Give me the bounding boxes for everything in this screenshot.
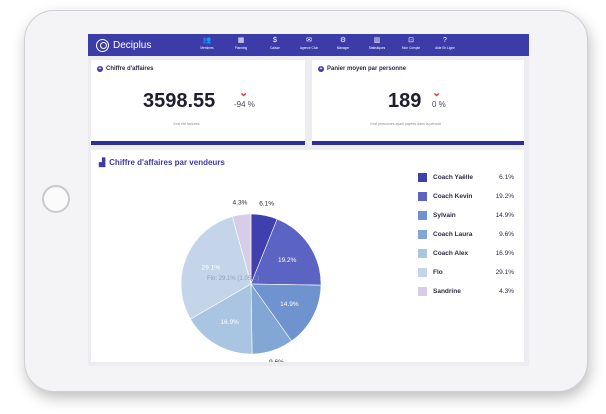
pie-data-label: 19.2% (278, 257, 297, 264)
info-icon: + (97, 66, 103, 72)
legend-label: Sylvain (433, 211, 456, 219)
cash-icon: $ (273, 37, 277, 44)
legend-swatch (418, 248, 427, 258)
nav-label: Mon Compte (401, 46, 421, 50)
legend-label: Coach Laura (433, 230, 473, 238)
pie-data-label: 4.3% (233, 200, 248, 207)
pie-slice-flo[interactable] (180, 216, 252, 320)
revenue-card-title: + Chiffre d'affaires (97, 66, 153, 72)
legend-value: 16.9% (495, 249, 514, 257)
nav-label: Manager (336, 46, 350, 50)
chart-title: ▟ Chiffre d'affaires par vendeurs (99, 158, 225, 167)
legend-label: Coach Yaëlle (433, 173, 473, 181)
basket-note: il est personnes ayant payées dans la pé… (370, 122, 442, 126)
basket-change: 0 % (432, 100, 446, 109)
legend-swatch (418, 172, 427, 182)
revenue-change: -94 % (234, 100, 255, 109)
pie-slice-coach-kevin[interactable] (250, 218, 322, 286)
nav-item-planning[interactable]: ▦ Planning (224, 35, 258, 51)
pie-data-label: 16.9% (220, 319, 239, 326)
pie-chart: 6.1% 19.2% 14.9% 9.6% 16.9% 29.1% 4.3% Flo: 29.… (180, 200, 322, 362)
pie-data-label: 9.6% (269, 359, 284, 362)
trend-down-icon: ⌄ (239, 87, 249, 99)
nav-label: Membres (200, 46, 214, 50)
info-icon: + (318, 66, 324, 72)
legend-swatch (418, 229, 427, 239)
stats-icon: ▥ (373, 37, 381, 44)
app-screen: Deciplus 👥 Membres ▦ Planning $ Caisse ✉ Agence… (88, 34, 529, 366)
pie-slice-coach-alex[interactable] (190, 283, 253, 355)
legend-swatch (418, 210, 427, 220)
legend-item-coach-yaëlle[interactable]: Coach Yaëlle 6.1% (418, 172, 514, 182)
legend-item-flo[interactable]: Flo 29.1% (418, 267, 514, 277)
revenue-note: il est été factures (173, 122, 200, 126)
legend-label: Flo (433, 268, 443, 276)
legend-label: Sandrine (433, 287, 461, 295)
app-logo[interactable]: Deciplus (96, 37, 151, 53)
trend-down-icon: ⌄ (432, 87, 442, 99)
legend-label: Coach Kevin (433, 192, 473, 200)
deciplus-logo-icon (96, 38, 109, 52)
basket-value: 189 (388, 90, 422, 112)
legend-swatch (418, 191, 427, 201)
pie-slice-sandrine[interactable] (231, 213, 252, 285)
legend-item-coach-alex[interactable]: Coach Alex 16.9% (418, 248, 514, 258)
account-icon: ⊡ (408, 37, 414, 44)
nav-label: Caisse (270, 46, 280, 50)
app-name: Deciplus (113, 39, 152, 51)
mail-icon: ✉ (306, 37, 312, 44)
top-navigation-bar: Deciplus 👥 Membres ▦ Planning $ Caisse ✉ Agence… (88, 34, 529, 56)
help-icon: ? (443, 37, 447, 44)
nav-item-aide-en-ligne[interactable]: ? Aide En Ligne (428, 35, 462, 51)
basket-card-accent (312, 141, 524, 145)
pie-tooltip: Flo: 29.1% (1.05…) (207, 276, 259, 282)
legend-item-coach-laura[interactable]: Coach Laura 9.6% (418, 229, 514, 239)
legend-swatch (418, 286, 427, 296)
nav-item-caisse[interactable]: $ Caisse (258, 35, 292, 51)
calendar-icon: ▦ (237, 37, 245, 44)
revenue-card-accent (91, 141, 305, 145)
pie-data-label: 6.1% (259, 200, 274, 207)
nav-label: Planning (234, 46, 248, 50)
revenue-title-text: Chiffre d'affaires (106, 66, 154, 72)
legend-value: 9.6% (499, 230, 514, 238)
basket-card: + Panier moyen par personne 189 ⌄ 0 % il… (312, 60, 524, 145)
nav-item-mon-compte[interactable]: ⊡ Mon Compte (394, 35, 428, 51)
legend-item-sandrine[interactable]: Sandrine 4.3% (418, 286, 514, 296)
basket-title-text: Panier moyen par personne (327, 66, 407, 72)
nav-item-statistiques[interactable]: ▥ Statistiques (360, 35, 394, 51)
nav-item-membres[interactable]: 👥 Membres (190, 35, 224, 51)
nav-label: Aide En Ligne (435, 46, 455, 50)
basket-card-title: + Panier moyen par personne (318, 66, 406, 72)
members-icon: 👥 (202, 37, 212, 44)
nav-label: Agence Club (299, 46, 319, 50)
legend-item-coach-kevin[interactable]: Coach Kevin 19.2% (418, 191, 514, 201)
legend-value: 29.1% (495, 268, 514, 276)
nav-item-agence-club[interactable]: ✉ Agence Club (292, 35, 326, 51)
legend-value: 14.9% (495, 211, 514, 219)
revenue-value: 3598.55 (143, 90, 216, 112)
legend-item-sylvain[interactable]: Sylvain 14.9% (418, 210, 514, 220)
legend-label: Coach Alex (433, 249, 469, 257)
legend-value: 4.3% (499, 287, 514, 295)
legend-swatch (418, 267, 427, 277)
sales-by-seller-panel: ▟ Chiffre d'affaires par vendeurs 6.1% 19… (91, 150, 524, 362)
pie-slice-sylvain[interactable] (250, 283, 322, 342)
main-nav: 👥 Membres ▦ Planning $ Caisse ✉ Agence Club ⚙ Man… (190, 35, 462, 51)
legend-value: 19.2% (495, 192, 514, 200)
tablet-home-button[interactable] (42, 185, 70, 213)
pie-data-label: 14.9% (280, 301, 299, 308)
revenue-card: + Chiffre d'affaires 3598.55 ⌄ -94 % il … (91, 60, 305, 145)
nav-item-manager[interactable]: ⚙ Manager (326, 35, 360, 51)
legend-value: 6.1% (499, 173, 514, 181)
pie-data-label: 29.1% (202, 265, 221, 272)
nav-label: Statistiques (368, 46, 386, 50)
chart-title-text: Chiffre d'affaires par vendeurs (109, 158, 225, 167)
gear-icon: ⚙ (339, 37, 347, 44)
area-chart-icon: ▟ (99, 158, 106, 167)
